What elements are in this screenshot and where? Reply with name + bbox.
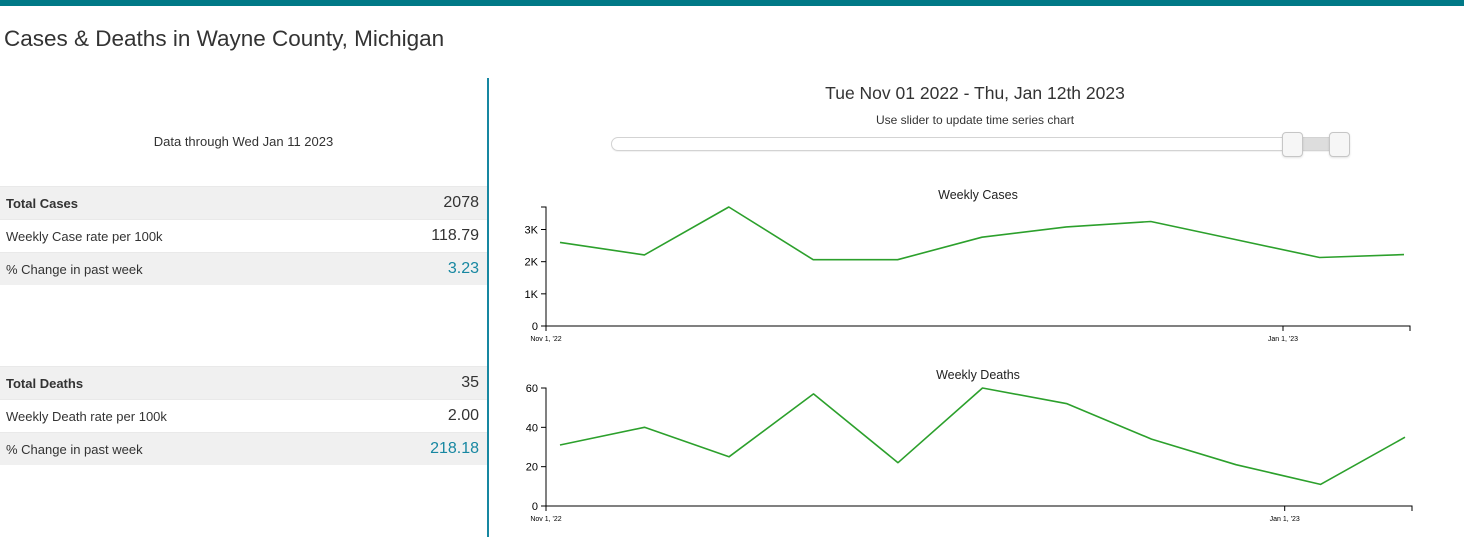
stat-row-total-cases: Total Cases 2078	[0, 186, 487, 219]
svg-text:Nov 1, '22: Nov 1, '22	[530, 516, 561, 523]
stat-label: Total Deaths	[6, 375, 84, 391]
weekly-deaths-chart[interactable]: 0 20 40 60 Nov 1, '22 Jan 1, '23	[500, 363, 1445, 533]
stat-label: Weekly Case rate per 100k	[6, 228, 163, 244]
svg-text:0: 0	[532, 321, 538, 333]
svg-text:3K: 3K	[525, 225, 539, 237]
stat-row-total-deaths: Total Deaths 35	[0, 366, 487, 399]
stat-label: Total Cases	[6, 195, 79, 211]
svg-text:Jan 1, '23: Jan 1, '23	[1268, 336, 1298, 343]
stat-row-case-pct-change: % Change in past week 3.23	[0, 252, 487, 285]
slider-selected-range[interactable]	[1292, 138, 1340, 150]
weekly-cases-chart-title: Weekly Cases	[938, 188, 1018, 202]
svg-text:20: 20	[526, 462, 538, 474]
slider-track[interactable]	[611, 137, 1350, 151]
svg-text:Jan 1, '23: Jan 1, '23	[1270, 516, 1300, 523]
weekly-deaths-chart-title: Weekly Deaths	[936, 368, 1020, 382]
data-through-label: Data through Wed Jan 11 2023	[153, 134, 334, 149]
stat-value: 218.18	[430, 440, 479, 457]
stat-row-death-rate: Weekly Death rate per 100k 2.00	[0, 399, 487, 432]
svg-text:1K: 1K	[525, 289, 539, 301]
stat-value: 35	[461, 374, 479, 391]
stat-value: 118.79	[431, 227, 479, 244]
stat-label: Weekly Death rate per 100k	[6, 408, 167, 424]
slider-handle-start[interactable]	[1281, 132, 1303, 157]
svg-text:2K: 2K	[525, 257, 539, 269]
svg-text:Nov 1, '22: Nov 1, '22	[530, 336, 561, 343]
stat-label: % Change in past week	[6, 261, 143, 277]
weekly-cases-chart[interactable]: 0 1K 2K 3K Nov 1, '22 Jan 1, '23	[500, 183, 1445, 353]
stat-row-case-rate: Weekly Case rate per 100k 118.79	[0, 219, 487, 252]
top-accent-bar	[0, 0, 1464, 6]
vertical-divider	[487, 78, 489, 537]
stat-label: % Change in past week	[6, 441, 143, 457]
page-title: Cases & Deaths in Wayne County, Michigan	[4, 26, 445, 51]
date-range-label: Tue Nov 01 2022 - Thu, Jan 12th 2023	[825, 83, 1125, 103]
slider-handle-end[interactable]	[1329, 132, 1351, 157]
slider-instruction: Use slider to update time series chart	[875, 113, 1075, 127]
svg-text:60: 60	[526, 383, 538, 395]
stat-value: 2078	[443, 194, 479, 211]
stat-value: 2.00	[447, 407, 479, 424]
stat-row-death-pct-change: % Change in past week 218.18	[0, 432, 487, 465]
deaths-stats-table: Total Deaths 35 Weekly Death rate per 10…	[0, 366, 487, 465]
stat-value: 3.23	[447, 260, 479, 277]
svg-text:40: 40	[526, 422, 538, 434]
cases-stats-table: Total Cases 2078 Weekly Case rate per 10…	[0, 186, 487, 285]
svg-text:0: 0	[532, 501, 538, 513]
